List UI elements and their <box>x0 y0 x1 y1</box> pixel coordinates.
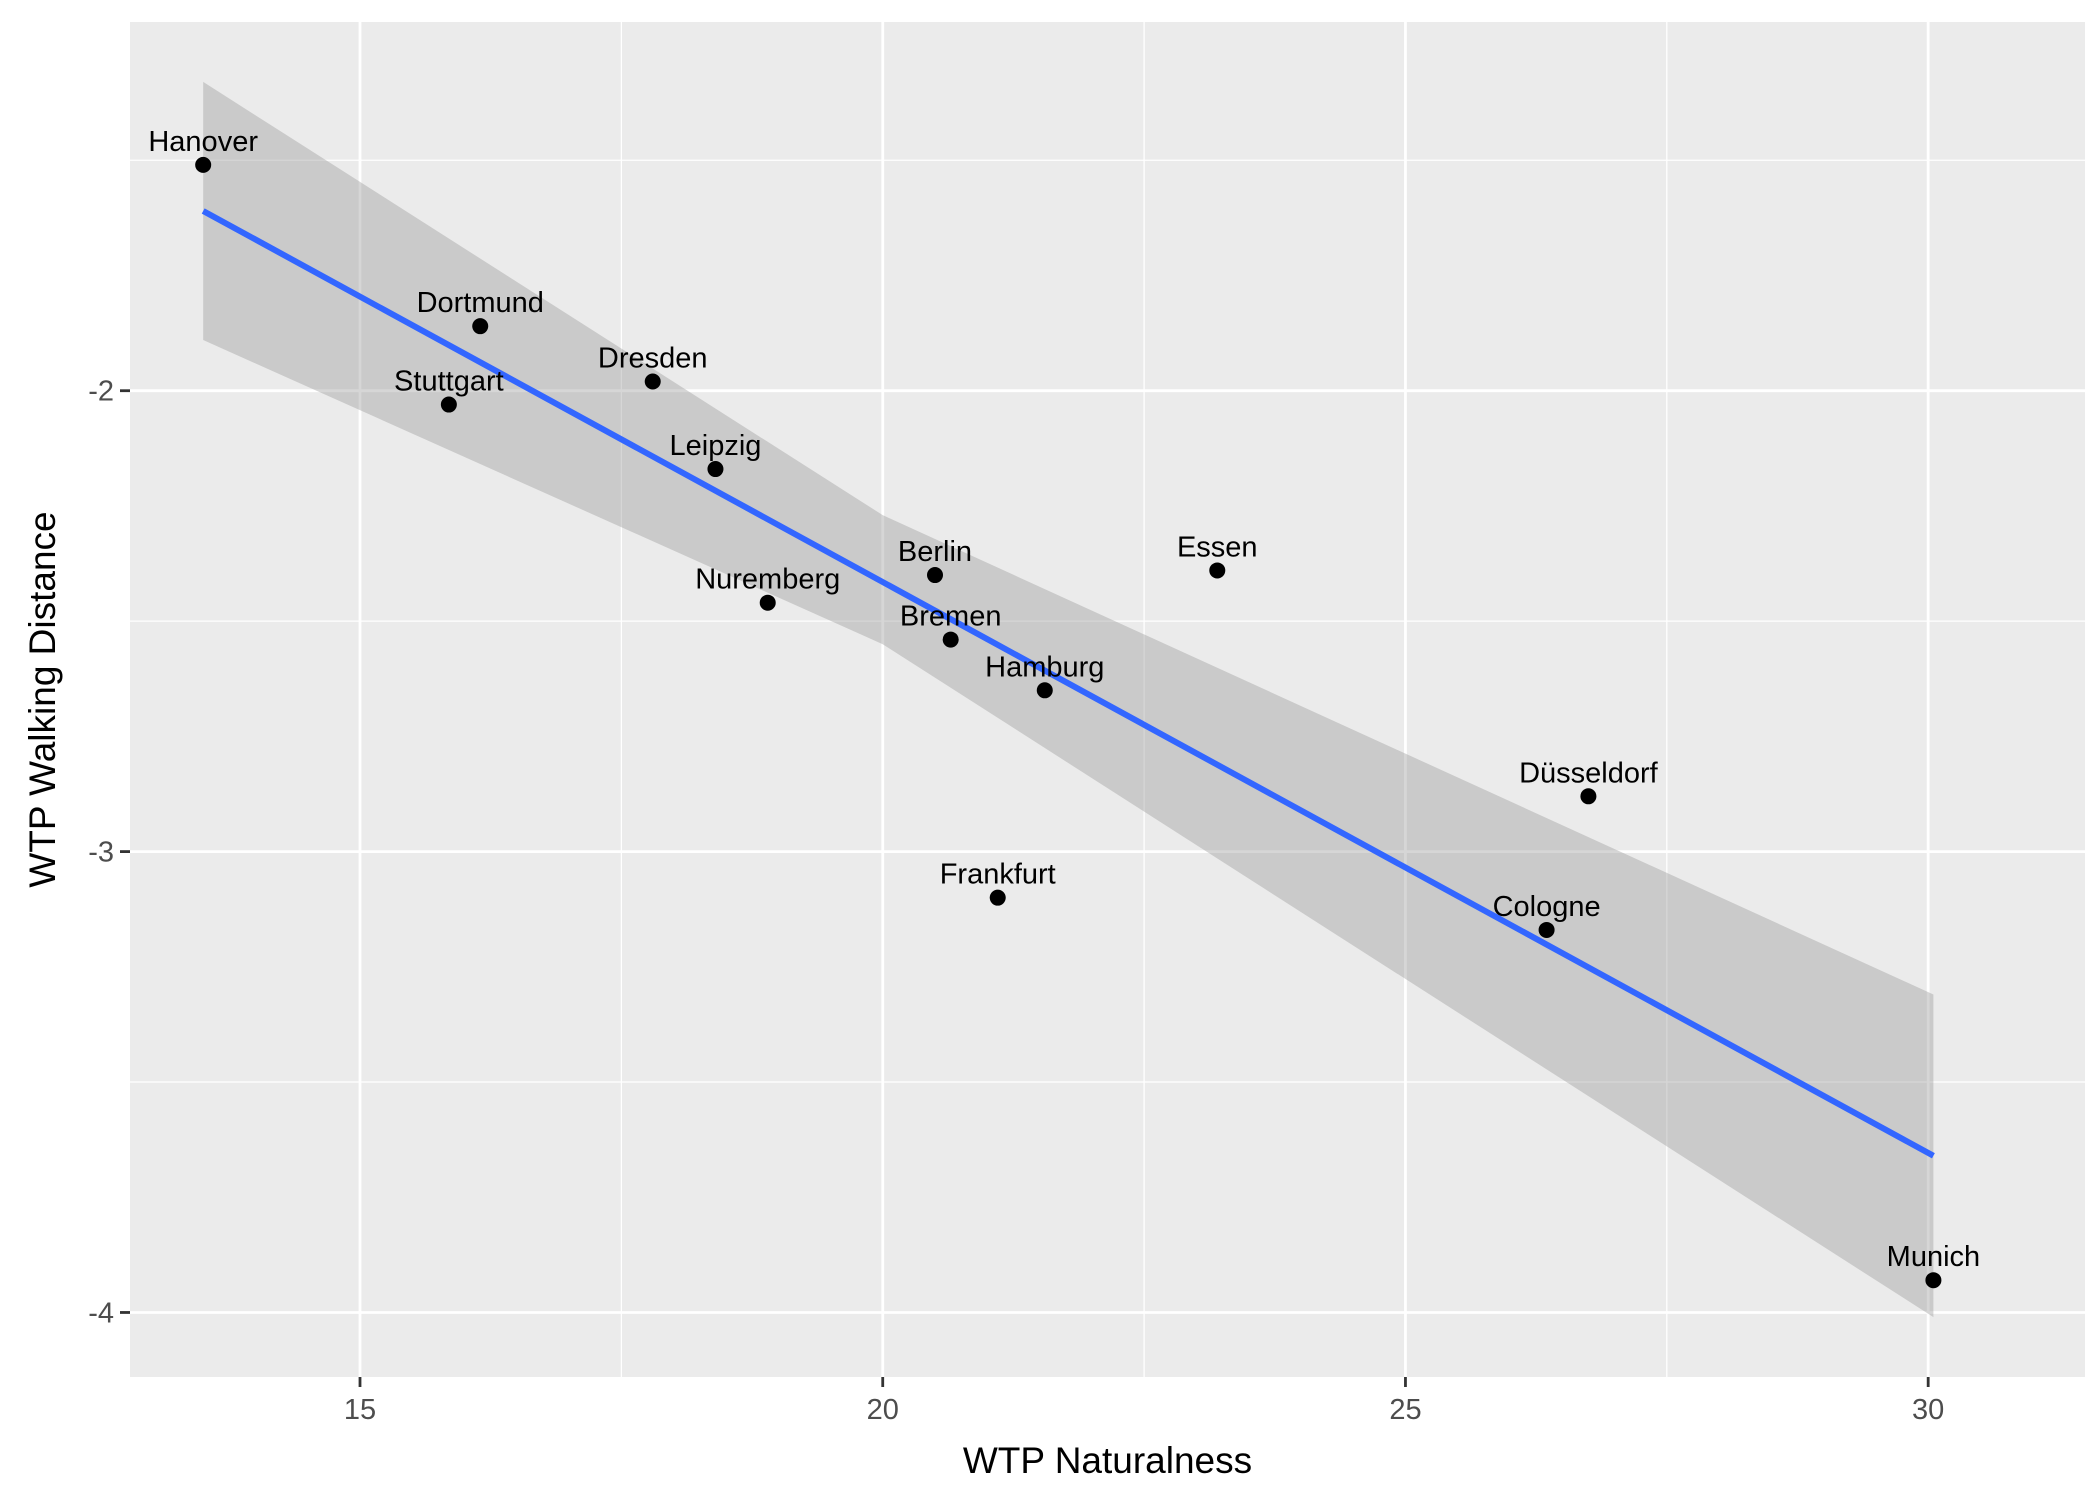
data-point <box>989 889 1006 906</box>
data-point <box>1538 921 1555 938</box>
plot-panel <box>130 22 2085 1377</box>
data-point <box>1925 1272 1942 1289</box>
data-point <box>707 461 724 478</box>
data-point <box>644 373 661 390</box>
point-label: Bremen <box>900 601 1002 633</box>
data-point <box>472 318 489 335</box>
data-point <box>759 594 776 611</box>
x-axis-title: WTP Naturalness <box>963 1440 1252 1481</box>
point-label: Munich <box>1887 1241 1981 1273</box>
data-point <box>1580 788 1597 805</box>
x-tick-label: 25 <box>1389 1394 1421 1426</box>
data-point <box>195 156 212 173</box>
point-label: Cologne <box>1493 891 1601 923</box>
point-labels: Hanover Dortmund Stuttgart Dresden Leipzig Nu… <box>148 126 1980 1273</box>
y-tick-label: -2 <box>88 376 114 408</box>
y-axis-title: WTP Walking Distance <box>22 511 63 887</box>
data-point <box>440 396 457 413</box>
data-point <box>1209 562 1226 579</box>
x-tick-label: 20 <box>867 1394 899 1426</box>
point-label: Düsseldorf <box>1519 757 1659 789</box>
data-point <box>942 631 959 648</box>
data-points <box>195 156 1942 1289</box>
y-axis: -4 -3 -2 <box>88 376 130 1329</box>
point-label: Leipzig <box>670 430 762 462</box>
point-label: Dresden <box>598 342 708 374</box>
point-label: Hamburg <box>985 651 1104 683</box>
point-label: Dortmund <box>417 287 544 319</box>
point-label: Berlin <box>898 536 972 568</box>
x-tick-label: 30 <box>1912 1394 1944 1426</box>
point-label: Nuremberg <box>695 564 840 596</box>
data-point <box>927 567 943 584</box>
point-label: Hanover <box>148 126 258 158</box>
x-axis: 15 20 25 30 <box>344 1377 1944 1426</box>
point-label: Frankfurt <box>940 859 1056 891</box>
y-tick-label: -3 <box>88 837 114 869</box>
point-label: Essen <box>1177 531 1258 563</box>
confidence-band <box>203 81 1934 1318</box>
point-label: Stuttgart <box>394 366 504 398</box>
y-tick-label: -4 <box>88 1297 114 1329</box>
x-tick-label: 15 <box>344 1394 376 1426</box>
data-point <box>1036 682 1053 699</box>
grid-minor <box>130 22 2085 1377</box>
trend-line <box>201 208 1935 1159</box>
